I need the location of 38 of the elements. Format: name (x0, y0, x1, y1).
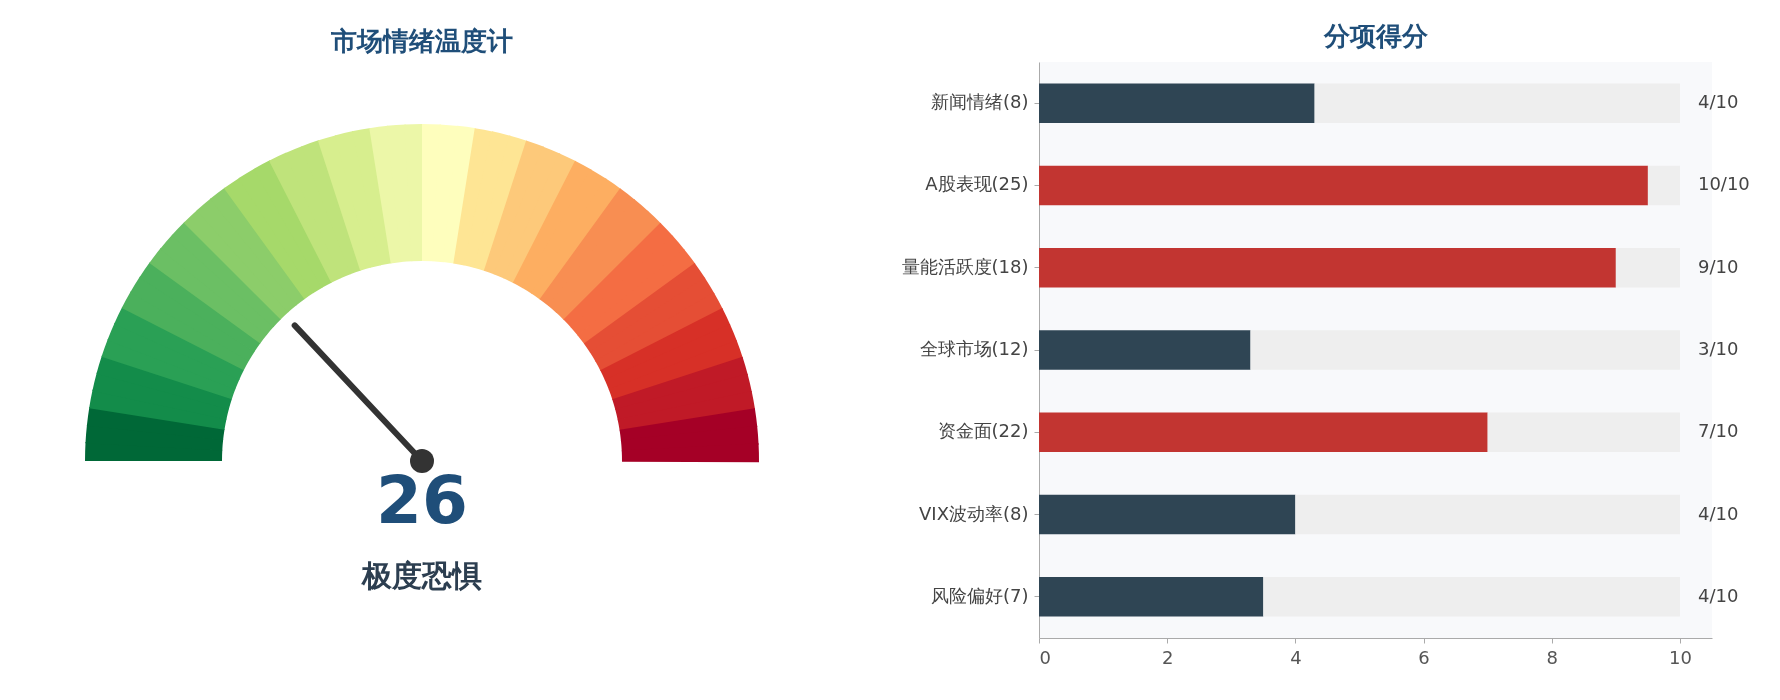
y-tick-label: 量能活跃度(18) (901, 255, 1029, 277)
annotation: 4/10 (1697, 502, 1739, 524)
bar (1314, 83, 1680, 123)
y-tick-label: VIX波动率(8) (919, 502, 1029, 524)
x-tick-label: 10 (1669, 646, 1692, 668)
bar (1295, 494, 1680, 535)
bar (1039, 83, 1315, 123)
bar (1250, 330, 1680, 370)
bar (1263, 577, 1680, 617)
bar (1039, 330, 1251, 370)
y-tick-label: 新闻情绪(8) (931, 91, 1029, 113)
x-tick-label: 8 (1546, 646, 1558, 668)
annotation: 3/10 (1697, 338, 1739, 359)
text: 极度恐惧 (361, 558, 482, 593)
x-tick-label: 2 (1161, 646, 1174, 668)
text: 26 (376, 462, 468, 539)
x-tick-label: 6 (1418, 646, 1430, 668)
annotation: 7/10 (1697, 420, 1739, 442)
y-tick-label: 资金面(22) (937, 420, 1029, 442)
text: 市场情绪温度计 (330, 26, 513, 56)
annotation: 4/10 (1697, 584, 1739, 606)
bar (1039, 165, 1648, 206)
annotation: 10/10 (1697, 173, 1750, 195)
annotation: 4/10 (1697, 91, 1739, 113)
annotation: 9/10 (1697, 255, 1739, 277)
bar (1615, 247, 1680, 288)
chart-title: 分项得分 (1322, 21, 1429, 51)
bar (1039, 577, 1264, 617)
x-tick-label: 4 (1290, 646, 1302, 668)
x-tick-label: 0 (1039, 646, 1051, 668)
bar (1487, 412, 1680, 453)
bar (1647, 165, 1680, 206)
bar (1039, 412, 1488, 453)
bar (1039, 494, 1296, 535)
y-tick-label: A股表现(25) (925, 173, 1029, 195)
bar (1039, 247, 1616, 288)
y-tick-label: 全球市场(12) (919, 338, 1029, 359)
y-tick-label: 风险偏好(7) (931, 584, 1029, 606)
